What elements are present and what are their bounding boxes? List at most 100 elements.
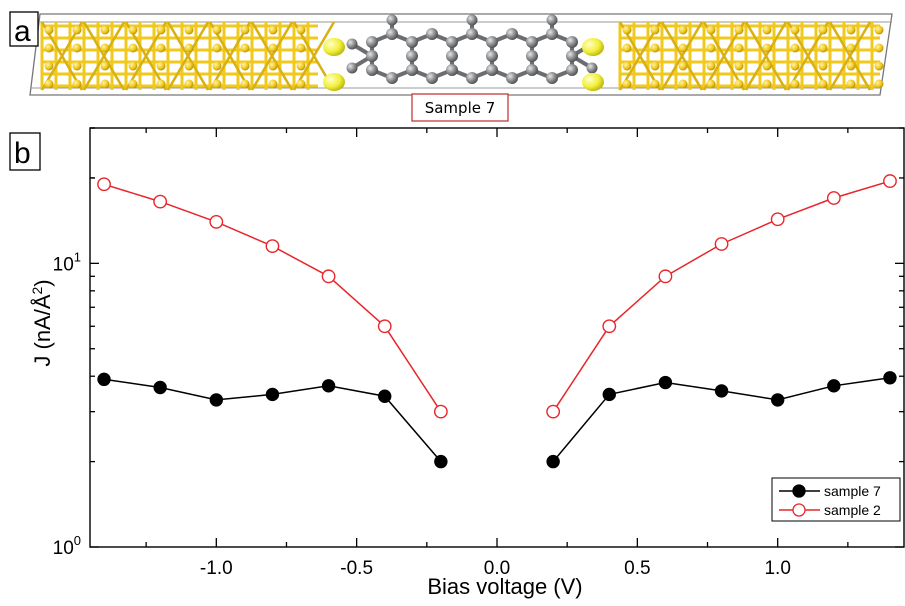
gold-atom (790, 25, 800, 35)
gold-atom (846, 25, 856, 35)
gold-atom (818, 43, 828, 53)
gold-atom (268, 43, 278, 53)
carbon-atom (566, 64, 578, 76)
carbon-atom (546, 28, 558, 40)
gold-atom (268, 25, 278, 35)
gold-atom (650, 43, 660, 53)
gold-atom (846, 79, 856, 89)
series-line (103, 183, 442, 413)
y-tick-labels: 10 0 101 (53, 249, 81, 559)
gold-atom (790, 43, 800, 53)
gold-atom (734, 25, 744, 35)
x-axis-title: Bias voltage (V) (427, 574, 582, 599)
gold-atom (184, 43, 194, 53)
carbon-atom (466, 28, 478, 40)
data-point (883, 174, 897, 188)
gold-atom (818, 61, 828, 71)
y-axis-title-main: J (nA/Å (30, 294, 55, 366)
gold-bond (660, 21, 704, 91)
sulfur-atom (582, 73, 604, 91)
gold-atom (184, 61, 194, 71)
gold-bond (166, 21, 210, 91)
gold-atom (268, 61, 278, 71)
gold-atom (44, 25, 54, 35)
gold-atom (156, 79, 166, 89)
carbon-atom (526, 50, 538, 62)
gold-atom (128, 61, 138, 71)
gold-atom (212, 79, 222, 89)
gold-atom (268, 79, 278, 89)
legend-label: sample 2 (824, 502, 881, 518)
molecule (323, 14, 604, 91)
gold-atom (622, 61, 632, 71)
legend: sample 7 sample 2 (771, 477, 901, 522)
carbon-atom (526, 36, 538, 48)
gold-atom (128, 43, 138, 53)
x-tick-label: -0.5 (340, 558, 373, 579)
carbon-atom (466, 72, 478, 84)
gold-atom (296, 61, 306, 71)
data-point (827, 379, 841, 393)
carbon-atom (426, 28, 438, 40)
axis-ticks (90, 127, 904, 548)
carbon-atom (486, 64, 498, 76)
series-sample-2 (97, 174, 897, 419)
legend-marker (792, 503, 806, 517)
data-point (602, 387, 616, 402)
sulfur-atom (323, 38, 345, 56)
carbon-atom (386, 14, 398, 26)
data-point (714, 237, 729, 251)
gold-atom (296, 79, 306, 89)
data-point (265, 387, 280, 402)
y-tick-label: 101 (53, 249, 81, 275)
gold-atom (184, 79, 194, 89)
data-point (321, 379, 336, 393)
data-point (433, 404, 448, 419)
gold-atom (762, 79, 772, 89)
gold-bond (292, 21, 336, 91)
x-tick-labels: -1.0 -0.5 0.0 0.5 1.0 (200, 558, 791, 579)
gold-atom (184, 25, 194, 35)
gold-atom (44, 43, 54, 53)
gold-atom (622, 43, 632, 53)
structure-panel: a Sample 7 (9, 11, 893, 122)
gold-atom (762, 43, 772, 53)
series-line (552, 180, 891, 413)
carbon-atom (366, 50, 378, 62)
structure-caption-box (411, 93, 509, 122)
data-point (97, 372, 111, 387)
data-point (97, 177, 111, 192)
x-tick-label: 0.5 (624, 558, 650, 579)
gold-electrode-left (40, 21, 336, 91)
sulfur-atom (323, 73, 345, 91)
gold-atom (72, 79, 82, 89)
gold-atom (846, 61, 856, 71)
gold-atom (874, 79, 884, 89)
gold-atom (622, 79, 632, 89)
gold-atom (678, 61, 688, 71)
data-point (153, 194, 168, 209)
gold-atom (678, 79, 688, 89)
gold-electrode-right (618, 21, 884, 91)
x-tick-label: 0.0 (484, 558, 510, 579)
legend-box (771, 477, 901, 522)
y-tick-exponent: 0 (74, 533, 81, 548)
carbon-atom (426, 72, 438, 84)
x-tick-label: 1.0 (764, 558, 790, 579)
y-tick-base: 10 (53, 254, 74, 275)
y-tick-exponent: 1 (74, 249, 81, 264)
gold-atom (156, 43, 166, 53)
series-sample-7 (97, 371, 897, 469)
gold-atom (650, 25, 660, 35)
carbon-atom (506, 72, 518, 84)
gold-atom (296, 43, 306, 53)
data-point (434, 454, 448, 469)
gold-atom (734, 79, 744, 89)
data-point (770, 393, 785, 407)
series-layer (97, 174, 897, 469)
gold-atom (790, 79, 800, 89)
carbon-atom (546, 72, 558, 84)
gold-atom (212, 25, 222, 35)
